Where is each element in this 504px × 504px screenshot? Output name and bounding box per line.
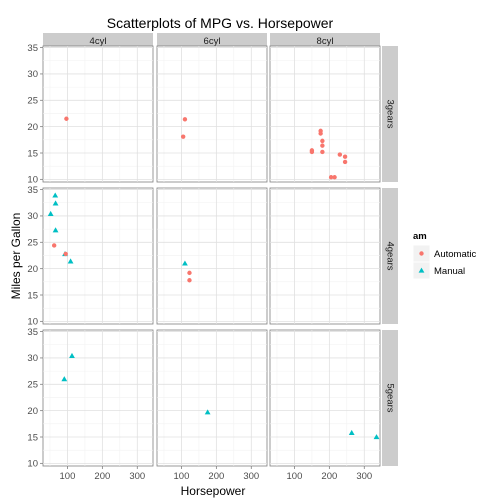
data-point-manual <box>204 409 211 415</box>
y-tick-label: 30 <box>27 353 38 364</box>
data-point-automatic <box>64 116 69 121</box>
column-strip-label: 4cyl <box>90 36 107 47</box>
x-tick-label: 300 <box>356 471 372 482</box>
x-tick-label: 100 <box>287 471 303 482</box>
column-strip-8cyl <box>270 33 380 47</box>
data-point-automatic <box>51 243 57 248</box>
y-tick-label: 35 <box>27 185 38 196</box>
legend-key-symbol <box>418 267 425 273</box>
x-axis-title: Horsepower <box>181 484 246 498</box>
y-tick-label: 20 <box>27 406 38 417</box>
x-tick-label: 200 <box>321 471 337 482</box>
column-strip-label: 8cyl <box>317 36 334 47</box>
facet-panel <box>42 187 154 325</box>
data-point-manual <box>52 227 59 233</box>
x-tick-label: 300 <box>129 471 145 482</box>
column-strip-label: 6cyl <box>204 36 221 47</box>
y-tick-label: 10 <box>27 459 38 470</box>
data-point-manual <box>47 210 54 217</box>
data-point-automatic <box>187 270 192 276</box>
data-point-manual <box>373 434 380 440</box>
x-tick-label: 300 <box>243 471 259 482</box>
legend-label-automatic: Automatic <box>434 249 476 260</box>
x-tick-label: 200 <box>94 471 110 482</box>
y-tick-label: 35 <box>27 327 38 338</box>
data-point-manual <box>182 260 188 266</box>
data-point-manual <box>67 258 74 264</box>
column-strip-6cyl <box>157 33 267 47</box>
data-point-automatic <box>332 175 337 180</box>
y-tick-label: 30 <box>27 211 38 222</box>
row-strip-4gears <box>382 188 398 324</box>
data-point-automatic <box>182 117 188 122</box>
data-point-automatic <box>342 159 348 165</box>
x-tick-label: 100 <box>174 471 190 482</box>
data-point-automatic <box>328 175 334 180</box>
facet-panel <box>156 187 268 325</box>
facet-panel <box>269 187 381 325</box>
data-point-manual <box>52 200 59 206</box>
data-points <box>47 116 380 440</box>
column-strip-4cyl <box>43 33 153 47</box>
facet-panel <box>156 329 268 467</box>
y-tick-label: 30 <box>27 69 38 80</box>
facet-panels: 4cyl 6cyl 8cyl 3gears 4gears 5gears 10 15 20 25 30… <box>27 33 398 482</box>
facet-panel <box>42 45 154 183</box>
x-tick-label: 200 <box>208 471 224 482</box>
legend-title: am <box>413 231 427 242</box>
data-point-automatic <box>337 152 343 157</box>
facet-panel <box>42 329 154 467</box>
row-strip-3gears <box>382 46 398 182</box>
data-point-manual <box>61 376 68 382</box>
data-point-automatic <box>318 128 323 134</box>
y-tick-label: 25 <box>27 380 38 391</box>
data-point-automatic <box>187 278 192 283</box>
data-point-automatic <box>320 149 325 155</box>
row-strip-label: 4gears <box>384 241 395 270</box>
x-tick-label: 100 <box>60 471 76 482</box>
facet-panel <box>269 329 381 467</box>
facet-panel <box>269 45 381 183</box>
data-point-manual <box>348 429 355 435</box>
y-tick-label: 15 <box>27 290 38 301</box>
y-tick-label: 20 <box>27 122 38 133</box>
y-tick-label: 20 <box>27 264 38 275</box>
y-tick-label: 10 <box>27 317 38 328</box>
y-tick-label: 10 <box>27 175 38 186</box>
legend-label-manual: Manual <box>434 266 465 277</box>
row-strip-label: 3gears <box>384 99 395 128</box>
data-point-automatic <box>63 251 68 257</box>
y-tick-label: 35 <box>27 43 38 54</box>
row-strip-5gears <box>382 330 398 466</box>
chart-title: Scatterplots of MPG vs. Horsepower <box>107 15 334 31</box>
row-strip-label: 5gears <box>384 383 395 412</box>
data-point-automatic <box>180 134 186 139</box>
data-point-automatic <box>309 149 315 155</box>
y-tick-label: 15 <box>27 148 38 159</box>
facet-panel <box>156 45 268 183</box>
data-point-automatic <box>342 154 348 159</box>
data-point-automatic <box>320 143 325 148</box>
legend-key-symbol <box>419 251 424 256</box>
y-tick-label: 25 <box>27 238 38 249</box>
y-tick-label: 25 <box>27 96 38 107</box>
y-tick-label: 15 <box>27 432 38 443</box>
y-axis-title: Miles per Gallon <box>9 213 23 300</box>
data-point-manual <box>69 352 75 359</box>
data-point-automatic <box>320 138 325 144</box>
legend: am Automatic Manual <box>412 231 476 280</box>
data-point-manual <box>52 192 59 198</box>
